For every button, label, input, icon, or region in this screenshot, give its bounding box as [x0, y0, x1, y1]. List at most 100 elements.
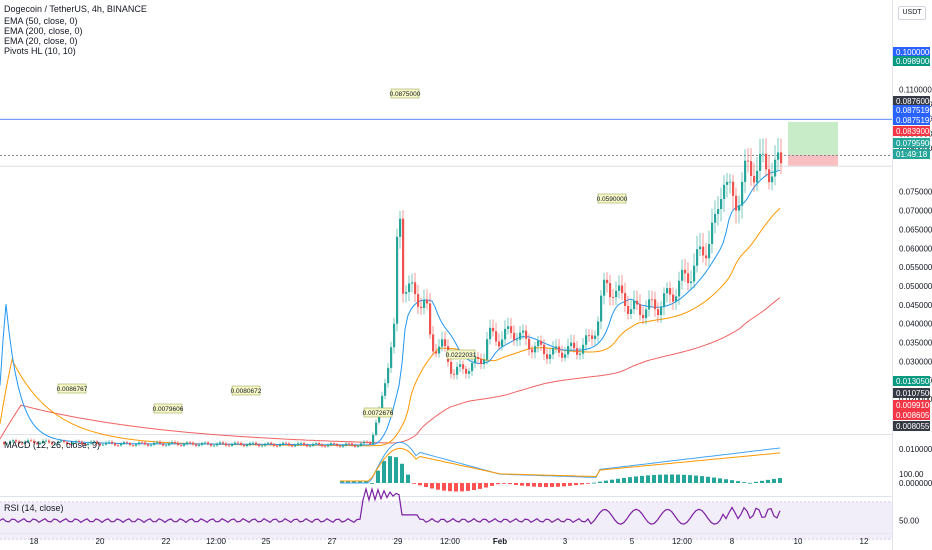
candle[interactable]	[183, 442, 186, 447]
candle[interactable]	[531, 345, 534, 359]
candle[interactable]	[543, 338, 546, 360]
candle[interactable]	[363, 440, 366, 445]
candle[interactable]	[771, 162, 774, 191]
candle[interactable]	[369, 440, 372, 446]
candle[interactable]	[207, 441, 210, 446]
candle[interactable]	[591, 329, 594, 346]
candle[interactable]	[210, 442, 213, 448]
candle[interactable]	[177, 441, 180, 447]
candle[interactable]	[540, 335, 543, 352]
candle[interactable]	[615, 281, 618, 306]
candle[interactable]	[486, 331, 489, 365]
candle[interactable]	[375, 419, 378, 437]
candle[interactable]	[270, 441, 273, 446]
candle[interactable]	[42, 438, 45, 445]
candle[interactable]	[231, 442, 234, 447]
candle[interactable]	[729, 173, 732, 194]
candle[interactable]	[90, 439, 93, 445]
candle[interactable]	[552, 341, 555, 360]
candle[interactable]	[564, 347, 567, 362]
candle[interactable]	[405, 285, 408, 303]
candle[interactable]	[225, 441, 228, 447]
candle[interactable]	[123, 440, 126, 446]
candle[interactable]	[756, 157, 759, 192]
candle[interactable]	[45, 438, 48, 443]
candle[interactable]	[441, 331, 444, 352]
candle[interactable]	[213, 444, 216, 448]
candle[interactable]	[435, 344, 438, 358]
candle[interactable]	[702, 233, 705, 263]
candle[interactable]	[525, 324, 528, 346]
candle[interactable]	[384, 378, 387, 400]
candle[interactable]	[477, 351, 480, 365]
candle[interactable]	[645, 300, 648, 325]
candle[interactable]	[750, 148, 753, 187]
candle[interactable]	[687, 262, 690, 291]
candle[interactable]	[264, 442, 267, 448]
candle[interactable]	[570, 334, 573, 351]
candle[interactable]	[108, 440, 111, 444]
loss-zone[interactable]	[788, 154, 838, 166]
candle[interactable]	[408, 275, 411, 301]
candle[interactable]	[39, 441, 42, 446]
horizontal-lines[interactable]	[0, 118, 892, 167]
candle[interactable]	[780, 138, 783, 174]
candle[interactable]	[33, 438, 36, 445]
candle[interactable]	[63, 439, 66, 444]
candle[interactable]	[30, 438, 33, 443]
candle[interactable]	[84, 442, 87, 447]
candle[interactable]	[132, 444, 135, 448]
candle[interactable]	[576, 341, 579, 360]
candle[interactable]	[705, 242, 708, 267]
candle[interactable]	[87, 441, 90, 447]
candle[interactable]	[189, 440, 192, 445]
candle[interactable]	[585, 328, 588, 351]
candle[interactable]	[387, 362, 390, 388]
candle[interactable]	[372, 432, 375, 446]
candle[interactable]	[342, 444, 345, 449]
candle[interactable]	[759, 138, 762, 180]
candle[interactable]	[639, 294, 642, 321]
candle[interactable]	[630, 299, 633, 320]
candle[interactable]	[78, 439, 81, 444]
candle[interactable]	[117, 443, 120, 447]
candle[interactable]	[732, 174, 735, 210]
candle[interactable]	[99, 441, 102, 447]
candle[interactable]	[678, 271, 681, 305]
candle[interactable]	[312, 442, 315, 448]
candle[interactable]	[153, 441, 156, 447]
candle[interactable]	[414, 272, 417, 303]
candle[interactable]	[144, 441, 147, 446]
candle[interactable]	[60, 439, 63, 444]
candle[interactable]	[96, 439, 99, 445]
rsi-legend[interactable]: RSI (14, close)	[4, 503, 64, 513]
candle[interactable]	[6, 442, 9, 446]
candle[interactable]	[513, 325, 516, 346]
candle[interactable]	[237, 440, 240, 445]
candle[interactable]	[657, 302, 660, 323]
candle[interactable]	[636, 290, 639, 311]
candle[interactable]	[180, 443, 183, 447]
candle[interactable]	[672, 287, 675, 311]
candle[interactable]	[510, 317, 513, 339]
candle[interactable]	[15, 438, 18, 443]
candle[interactable]	[348, 441, 351, 445]
candle[interactable]	[321, 443, 324, 448]
profit-zone[interactable]	[788, 121, 838, 155]
candle[interactable]	[582, 338, 585, 360]
candle[interactable]	[24, 440, 27, 446]
candle[interactable]	[735, 187, 738, 224]
candle[interactable]	[579, 347, 582, 360]
candle[interactable]	[681, 259, 684, 290]
candle[interactable]	[693, 253, 696, 289]
candle[interactable]	[468, 367, 471, 379]
candle[interactable]	[426, 289, 429, 310]
candle[interactable]	[438, 339, 441, 358]
candle[interactable]	[276, 444, 279, 448]
long-position-tool[interactable]	[788, 121, 838, 166]
candle[interactable]	[282, 441, 285, 446]
candle[interactable]	[288, 441, 291, 447]
candle[interactable]	[309, 444, 312, 448]
candle[interactable]	[243, 443, 246, 448]
macd-pane[interactable]	[340, 441, 782, 492]
